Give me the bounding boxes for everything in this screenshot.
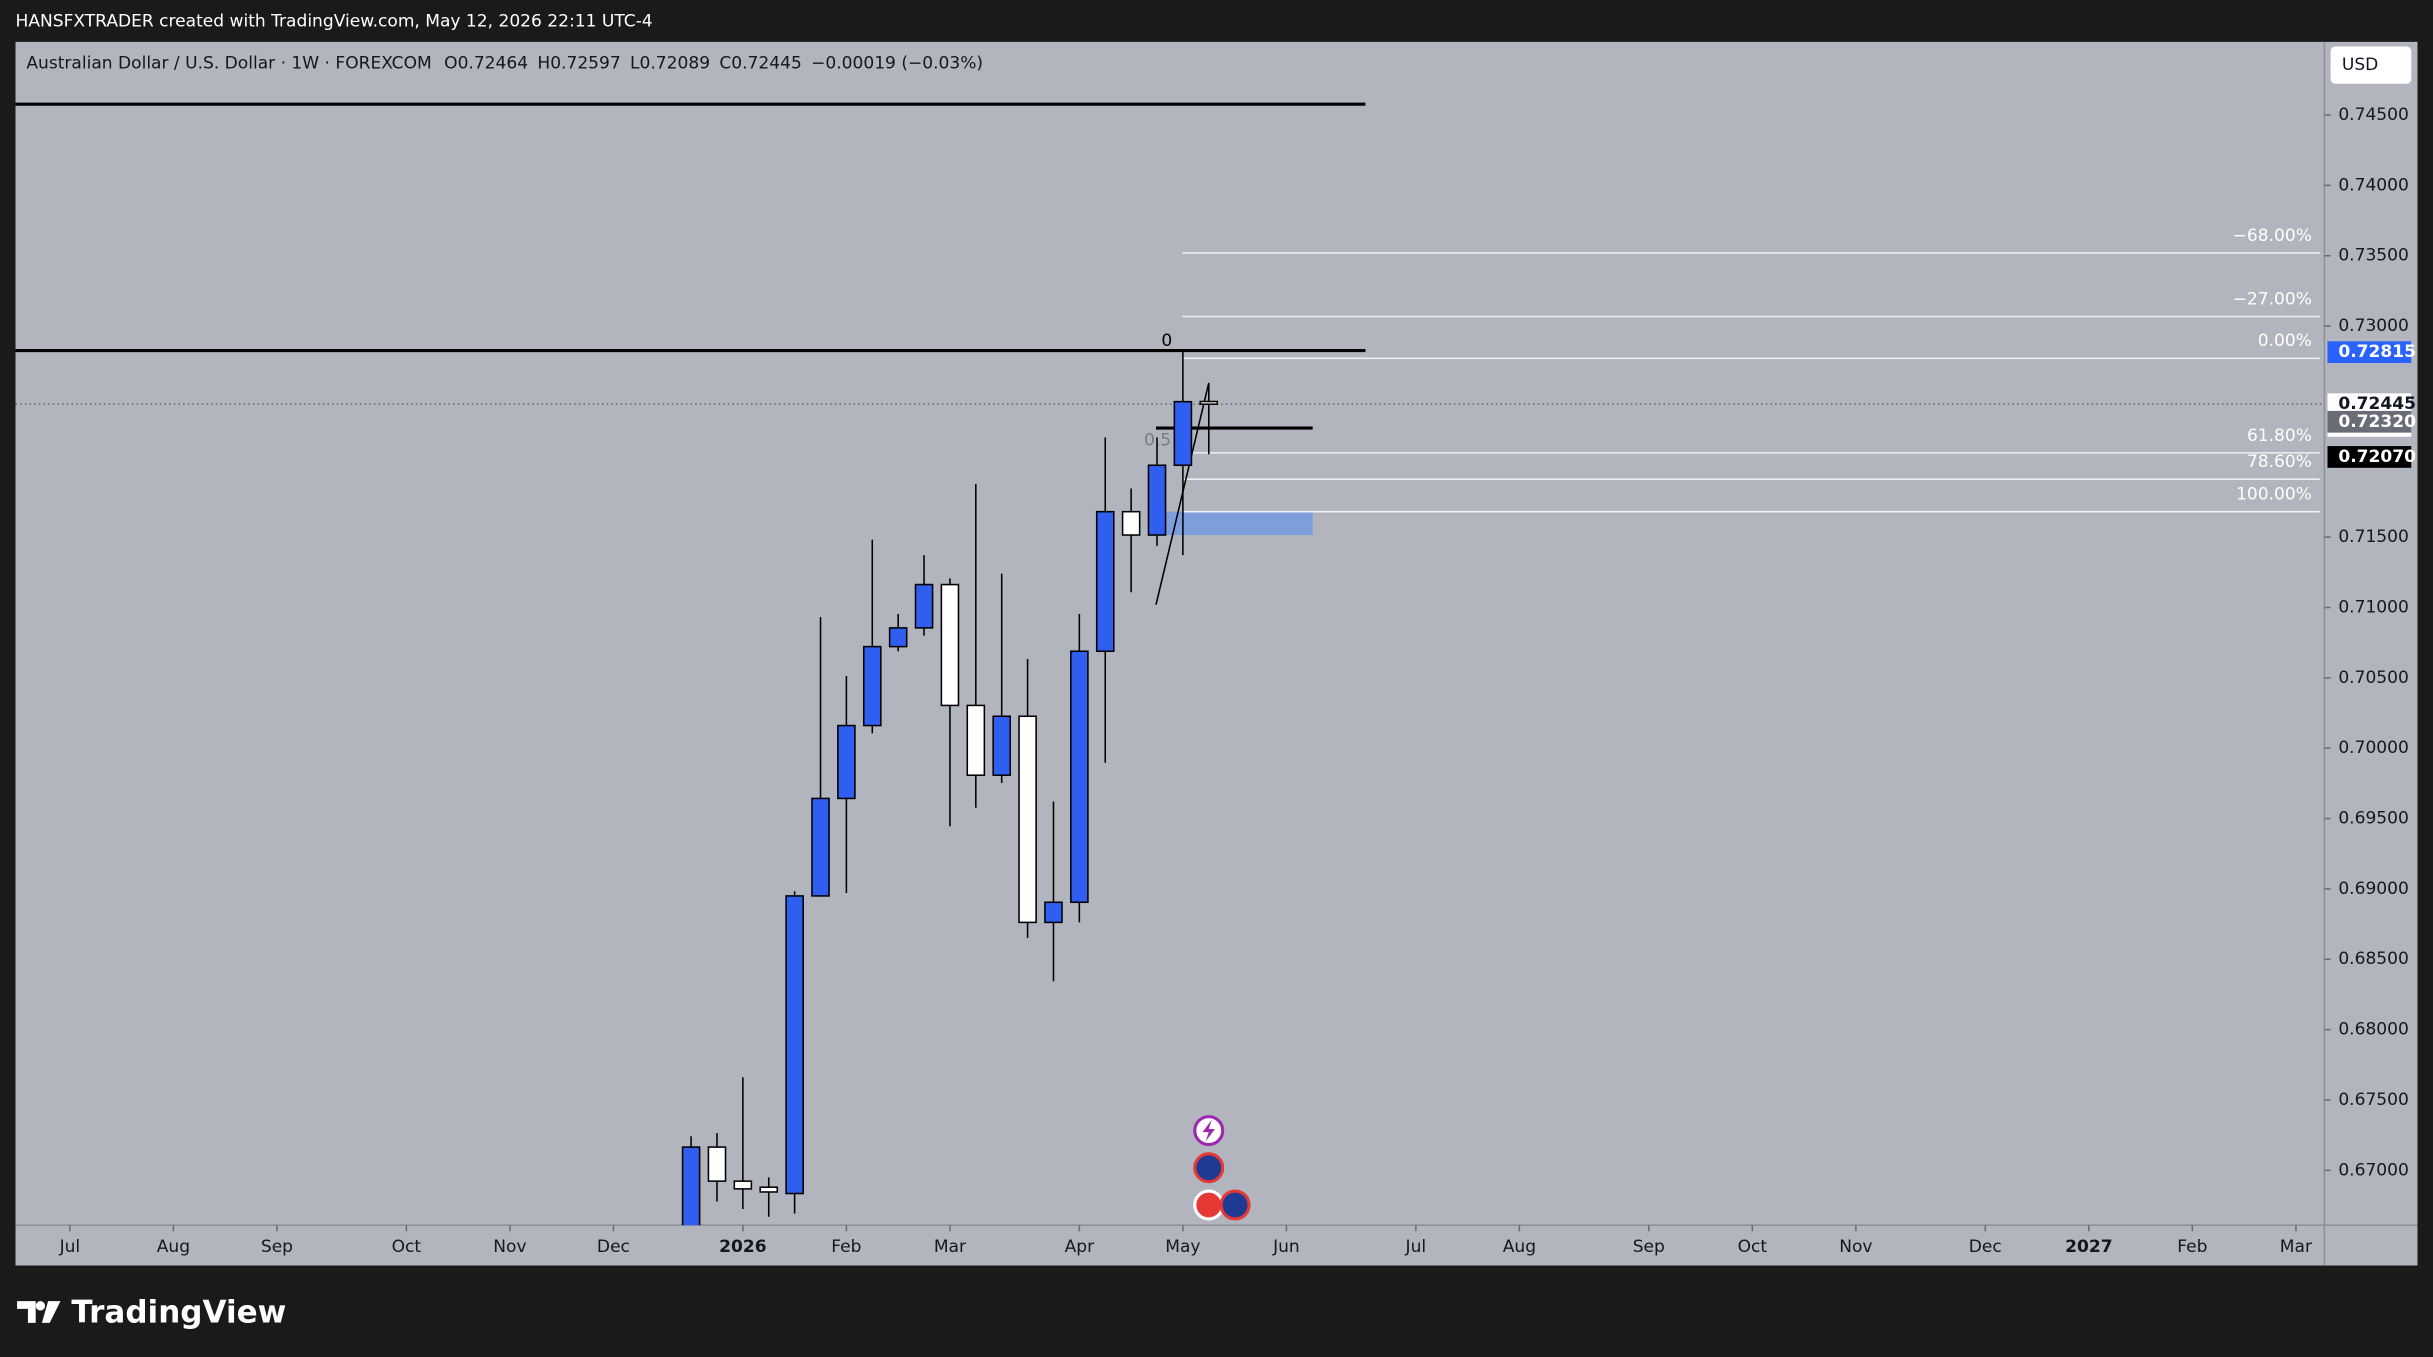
symbol-legend: Australian Dollar / U.S. Dollar · 1W · F… (26, 54, 431, 74)
y-tick-label: 0.70500 (2338, 668, 2409, 688)
x-tick-label: Jul (1405, 1237, 1427, 1257)
candle-body (811, 797, 830, 897)
ohlc-label: C0.72445 (719, 54, 801, 74)
x-tick-label: Mar (2280, 1237, 2313, 1257)
logo-text: TradingView (71, 1295, 286, 1331)
x-tick-label: 2026 (719, 1237, 766, 1257)
price-badge-label: 0.72815 (2338, 342, 2416, 362)
y-tick-label: 0.74500 (2338, 105, 2409, 125)
x-tick-label: Feb (831, 1237, 861, 1257)
plot: −68.00%−27.00%0.00%61.80%78.60%100.00%00… (15, 102, 2325, 1226)
x-tick-label: Oct (392, 1237, 422, 1257)
price-badge (2327, 341, 2412, 363)
price-badge-label: 0.72445 (2338, 394, 2416, 414)
candle-body (940, 583, 960, 707)
price-badge (2327, 410, 2412, 433)
y-tick-label: 0.68000 (2338, 1020, 2409, 1040)
candle-body (1121, 510, 1141, 536)
x-tick-label: Mar (934, 1237, 967, 1257)
candle-body (862, 645, 882, 727)
x-tick-label: Sep (1633, 1237, 1665, 1257)
y-tick-label: 0.73000 (2338, 316, 2409, 336)
fib-label: 100.00% (2236, 485, 2312, 505)
x-tick-label: Dec (1969, 1237, 2002, 1257)
candle-body (785, 895, 804, 1195)
event-icons (1193, 1115, 1251, 1221)
x-tick-label: May (1165, 1237, 1200, 1257)
y-tick-label: 0.71500 (2338, 527, 2409, 547)
x-tick-label: 2027 (2065, 1237, 2112, 1257)
x-tick-label: Apr (1065, 1237, 1095, 1257)
candle-body (681, 1146, 701, 1226)
x-tick-label: Oct (1738, 1237, 1768, 1257)
y-tick-label: 0.74000 (2338, 175, 2409, 195)
candle-body (1147, 464, 1167, 536)
y-tick-label: 0.67000 (2338, 1160, 2409, 1180)
logo-mark (17, 1301, 61, 1323)
candle-body (992, 715, 1012, 776)
x-tick-label: Sep (261, 1237, 293, 1257)
x-tick-label: Feb (2177, 1237, 2207, 1257)
x-tick-label: Aug (1503, 1237, 1536, 1257)
fib-label: −27.00% (2233, 289, 2312, 309)
price-badge (2327, 446, 2412, 468)
candle-body (1199, 400, 1219, 405)
y-tick-label: 0.73500 (2338, 246, 2409, 266)
candle-body (1095, 510, 1115, 653)
ohlc-label: L0.72089 (630, 54, 710, 74)
x-tick-label: Aug (157, 1237, 190, 1257)
y-tick-label: 0.71000 (2338, 597, 2409, 617)
x-tick-label: Nov (1839, 1237, 1872, 1257)
candle-body (888, 627, 908, 648)
y-tick-label: 0.69000 (2338, 879, 2409, 899)
chart-panel (15, 41, 2418, 1266)
ohlc-label: O0.72464 (444, 54, 528, 74)
candle-body (1070, 650, 1089, 904)
candle-body (1173, 400, 1193, 467)
event-icon (1193, 1189, 1225, 1221)
logo: TradingView (17, 1295, 286, 1331)
candle-body (733, 1180, 753, 1190)
fib-label: 61.80% (2247, 426, 2312, 446)
author-line: HANSFXTRADER created with TradingView.co… (16, 12, 653, 32)
event-icon (1219, 1189, 1251, 1221)
candle-body (1018, 715, 1037, 924)
ohlc-label: H0.72597 (537, 54, 620, 74)
x-tick-label: Jul (59, 1237, 81, 1257)
y-tick-label: 0.68500 (2338, 949, 2409, 969)
candle-body (759, 1186, 779, 1193)
y-tick-label: 0.69500 (2338, 809, 2409, 829)
ohlc-label: −0.00019 (−0.03%) (811, 54, 983, 74)
currency-button[interactable] (2330, 46, 2412, 84)
candle-body (1044, 901, 1063, 924)
event-icon-bolt (1202, 1119, 1215, 1142)
price-badge-label: 0.72320 (2338, 412, 2416, 432)
candle-body (837, 724, 856, 800)
x-tick-label: Nov (493, 1237, 526, 1257)
candle-body (914, 583, 934, 629)
y-tick-label: 0.70000 (2338, 738, 2409, 758)
price-badge-label: 0.72070 (2338, 447, 2416, 467)
candle-body (707, 1146, 727, 1182)
candle-body (966, 704, 986, 776)
demand-zone (1148, 511, 1313, 536)
fib-label: 0.00% (2258, 331, 2312, 351)
annotation: 0 (1161, 331, 1172, 351)
event-icon (1193, 1152, 1225, 1184)
y-tick-label: 0.67500 (2338, 1090, 2409, 1110)
currency-label: USD (2342, 55, 2378, 75)
x-tick-label: Dec (597, 1237, 630, 1257)
x-tick-label: Jun (1272, 1237, 1300, 1257)
fib-label: −68.00% (2233, 226, 2312, 246)
fib-label: 78.60% (2247, 452, 2312, 472)
